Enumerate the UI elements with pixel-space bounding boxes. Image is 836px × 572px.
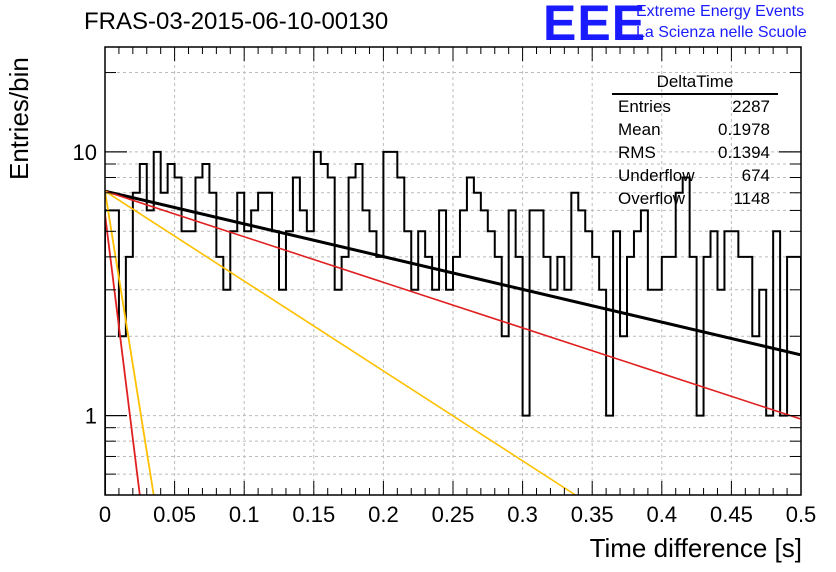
stats-value: 674 — [741, 166, 770, 185]
x-tick-label: 0.15 — [292, 502, 335, 527]
stats-value: 0.1978 — [718, 120, 770, 139]
stats-label: Underflow — [618, 166, 695, 185]
stats-box: DeltaTime Entries 2287 Mean 0.1978 RMS 0… — [612, 72, 778, 210]
x-axis-label: Time difference [s] — [589, 533, 802, 563]
fit-line-1 — [105, 190, 801, 420]
x-tick-label: 0.4 — [647, 502, 678, 527]
stats-label: Mean — [618, 120, 661, 139]
fit-line-0 — [105, 189, 801, 357]
stats-row-rms: RMS 0.1394 — [612, 141, 778, 164]
stats-value: 0.1394 — [718, 143, 770, 162]
stats-row-underflow: Underflow 674 — [612, 164, 778, 187]
x-tick-label: 0.5 — [786, 502, 817, 527]
y-axis-label: Entries/bin — [4, 57, 34, 180]
stats-title: DeltaTime — [612, 72, 778, 95]
stats-value: 1148 — [733, 189, 770, 208]
x-tick-label: 0.35 — [571, 502, 614, 527]
x-tick-label: 0.05 — [153, 502, 196, 527]
x-tick-label: 0.3 — [507, 502, 538, 527]
x-tick-label: 0 — [99, 502, 111, 527]
logo-line-1: Extreme Energy Events — [636, 3, 805, 20]
stats-row-entries: Entries 2287 — [612, 95, 778, 118]
fit-line-2 — [105, 190, 576, 495]
fit-line-4 — [105, 191, 155, 495]
histogram-bars — [105, 150, 801, 495]
stats-row-mean: Mean 0.1978 — [612, 118, 778, 141]
stats-value: 2287 — [732, 97, 770, 116]
y-tick-label: 10 — [73, 140, 97, 165]
x-tick-label: 0.45 — [710, 502, 753, 527]
eee-logo: EEE — [543, 0, 647, 51]
fit-line-3 — [105, 214, 141, 495]
x-tick-label: 0.25 — [432, 502, 475, 527]
stats-label: Overflow — [618, 189, 686, 208]
y-tick-label: 1 — [85, 404, 97, 429]
stats-label: RMS — [618, 143, 656, 162]
logo-line-2: La Scienza nelle Scuole — [636, 24, 807, 41]
x-tick-label: 0.2 — [368, 502, 399, 527]
chart-title: FRAS-03-2015-06-10-00130 — [84, 8, 389, 35]
stats-row-overflow: Overflow 1148 — [612, 187, 778, 210]
x-tick-label: 0.1 — [229, 502, 260, 527]
stats-label: Entries — [618, 97, 671, 116]
